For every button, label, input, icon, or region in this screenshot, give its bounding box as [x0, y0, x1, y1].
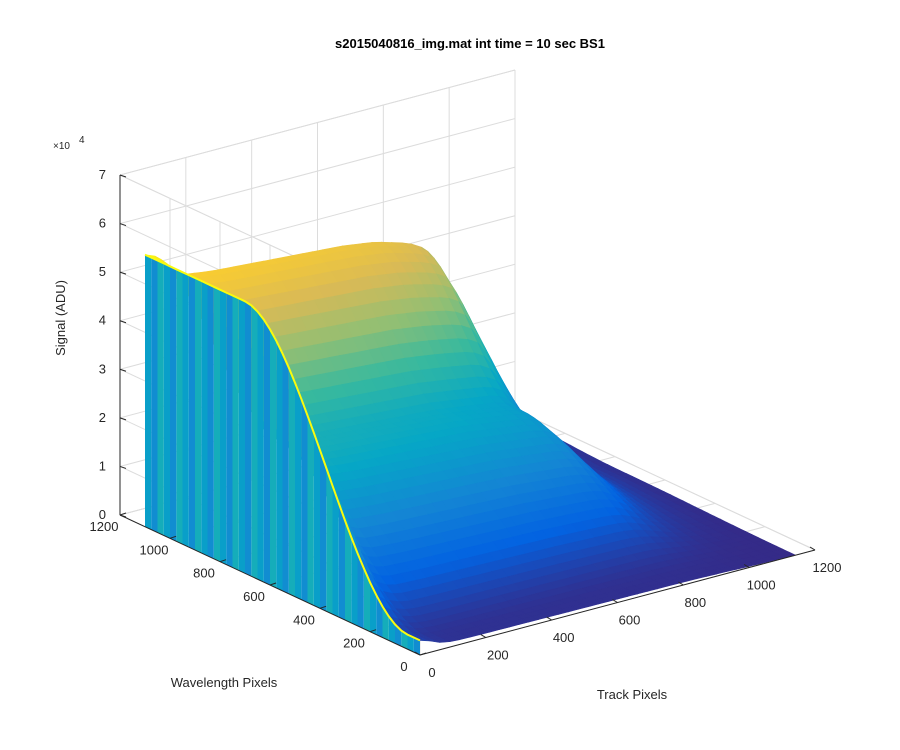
- surface-edge-strip: [320, 450, 327, 612]
- z-tick: [119, 223, 127, 227]
- z-tick: [119, 368, 127, 372]
- x-tick: [612, 599, 618, 603]
- y-tick: [219, 559, 227, 563]
- surface-edge-strip: [326, 468, 333, 615]
- surface-edge-strip: [245, 301, 252, 577]
- surface-edge-strip: [157, 260, 164, 536]
- z-tick-label: 2: [99, 410, 106, 425]
- y-tick-label: 600: [243, 589, 265, 604]
- z-axis-label: Signal (ADU): [53, 280, 68, 356]
- z-exponent-power: 4: [79, 135, 85, 146]
- surface-edge-strip: [282, 353, 289, 594]
- x-tick: [743, 564, 750, 568]
- z-tick-label: 0: [99, 507, 106, 522]
- box-edge: [514, 409, 816, 551]
- surface-edge-strip: [151, 257, 158, 533]
- surface-edge-strip: [145, 254, 152, 530]
- z-tick-label: 5: [99, 264, 106, 279]
- surface-edge-strip: [301, 398, 308, 603]
- surface-edge-strip: [338, 503, 345, 620]
- x-tick: [480, 634, 487, 638]
- surface-edge-strip: [307, 415, 314, 606]
- grid-line: [119, 166, 516, 273]
- y-tick-label: 400: [293, 612, 315, 627]
- x-tick-label: 1000: [747, 578, 776, 593]
- surface-edge-strip: [226, 292, 233, 568]
- z-tick: [119, 465, 127, 469]
- surface-edge-strip: [176, 269, 183, 545]
- y-tick-label: 0: [400, 659, 407, 674]
- z-exponent-base: ×10: [53, 141, 70, 152]
- y-tick-label: 800: [193, 566, 215, 581]
- surface-edge-strip: [201, 280, 208, 556]
- y-tick-label: 1000: [140, 542, 169, 557]
- surface-edge-strip: [288, 367, 295, 597]
- surface-edge-strip: [170, 266, 177, 542]
- x-tick: [809, 546, 816, 551]
- z-axis-exponent: ×10 4: [53, 135, 85, 152]
- box-edge: [119, 69, 516, 176]
- z-tick-label: 4: [99, 313, 106, 328]
- surface-edge-strip: [263, 319, 270, 585]
- surface-edge-strip: [401, 630, 408, 650]
- surface-edge-strip: [163, 263, 170, 539]
- surface-edge-strip: [188, 275, 195, 550]
- surface-layer: [144, 241, 797, 655]
- surface-edge-strip: [413, 637, 420, 655]
- x-tick: [546, 616, 552, 621]
- z-tick-label: 3: [99, 361, 106, 376]
- y-axis-label: Wavelength Pixels: [171, 675, 278, 690]
- x-tick-label: 1200: [813, 560, 842, 575]
- surface-edge-strip: [251, 305, 258, 580]
- x-tick-label: 0: [428, 665, 435, 680]
- x-tick-label: 600: [619, 613, 641, 628]
- z-tick-label: 1: [99, 458, 106, 473]
- surface-edge-strip: [195, 278, 202, 553]
- surface-edge-strip: [213, 286, 220, 562]
- y-tick: [369, 629, 377, 633]
- z-tick-label: 7: [99, 167, 106, 182]
- surface-edge-strip: [313, 432, 320, 609]
- z-tick: [119, 514, 127, 518]
- surface-edge-strip: [238, 298, 245, 574]
- z-tick-label: 6: [99, 216, 106, 231]
- surface-edge-strip: [270, 329, 277, 588]
- surface-edge-strip: [220, 289, 227, 565]
- surface-edge-strip: [370, 582, 377, 635]
- y-tick: [169, 535, 177, 539]
- chart-title: s2015040816_img.mat int time = 10 sec BS…: [335, 36, 605, 51]
- x-tick-label: 400: [553, 630, 575, 645]
- ticks-layer: 0200400600800100012000200400600800100012…: [90, 167, 842, 680]
- y-tick: [119, 512, 127, 516]
- surface-edge-strip: [182, 272, 189, 548]
- y-tick-label: 200: [343, 636, 365, 651]
- surface-edge-strip: [295, 382, 302, 600]
- z-tick: [119, 174, 127, 178]
- surface-edge-strip: [363, 568, 370, 632]
- surface-edge-strip: [407, 634, 414, 653]
- x-tick: [678, 581, 684, 586]
- surface-edge-strip: [345, 520, 352, 623]
- x-axis-label: Track Pixels: [597, 687, 668, 702]
- y-tick: [269, 582, 277, 586]
- y-tick-label: 1200: [90, 519, 119, 534]
- surface-edge-strip: [257, 311, 264, 583]
- surface-ridge-line: [144, 253, 421, 642]
- y-tick: [319, 605, 327, 609]
- x-tick-label: 800: [684, 595, 706, 610]
- surface-edge-strip: [276, 340, 283, 591]
- surface-edge-strip: [207, 283, 214, 559]
- surface-edge-strip: [351, 537, 358, 626]
- x-tick-label: 200: [487, 648, 509, 663]
- surface-edge-strip: [332, 485, 339, 618]
- z-tick: [119, 417, 127, 421]
- surface-edge-strip: [232, 295, 239, 571]
- surface-edge-strip: [357, 553, 364, 629]
- z-tick: [119, 271, 127, 275]
- x-tick: [414, 651, 421, 656]
- z-tick: [119, 320, 127, 324]
- y-tick: [419, 652, 427, 656]
